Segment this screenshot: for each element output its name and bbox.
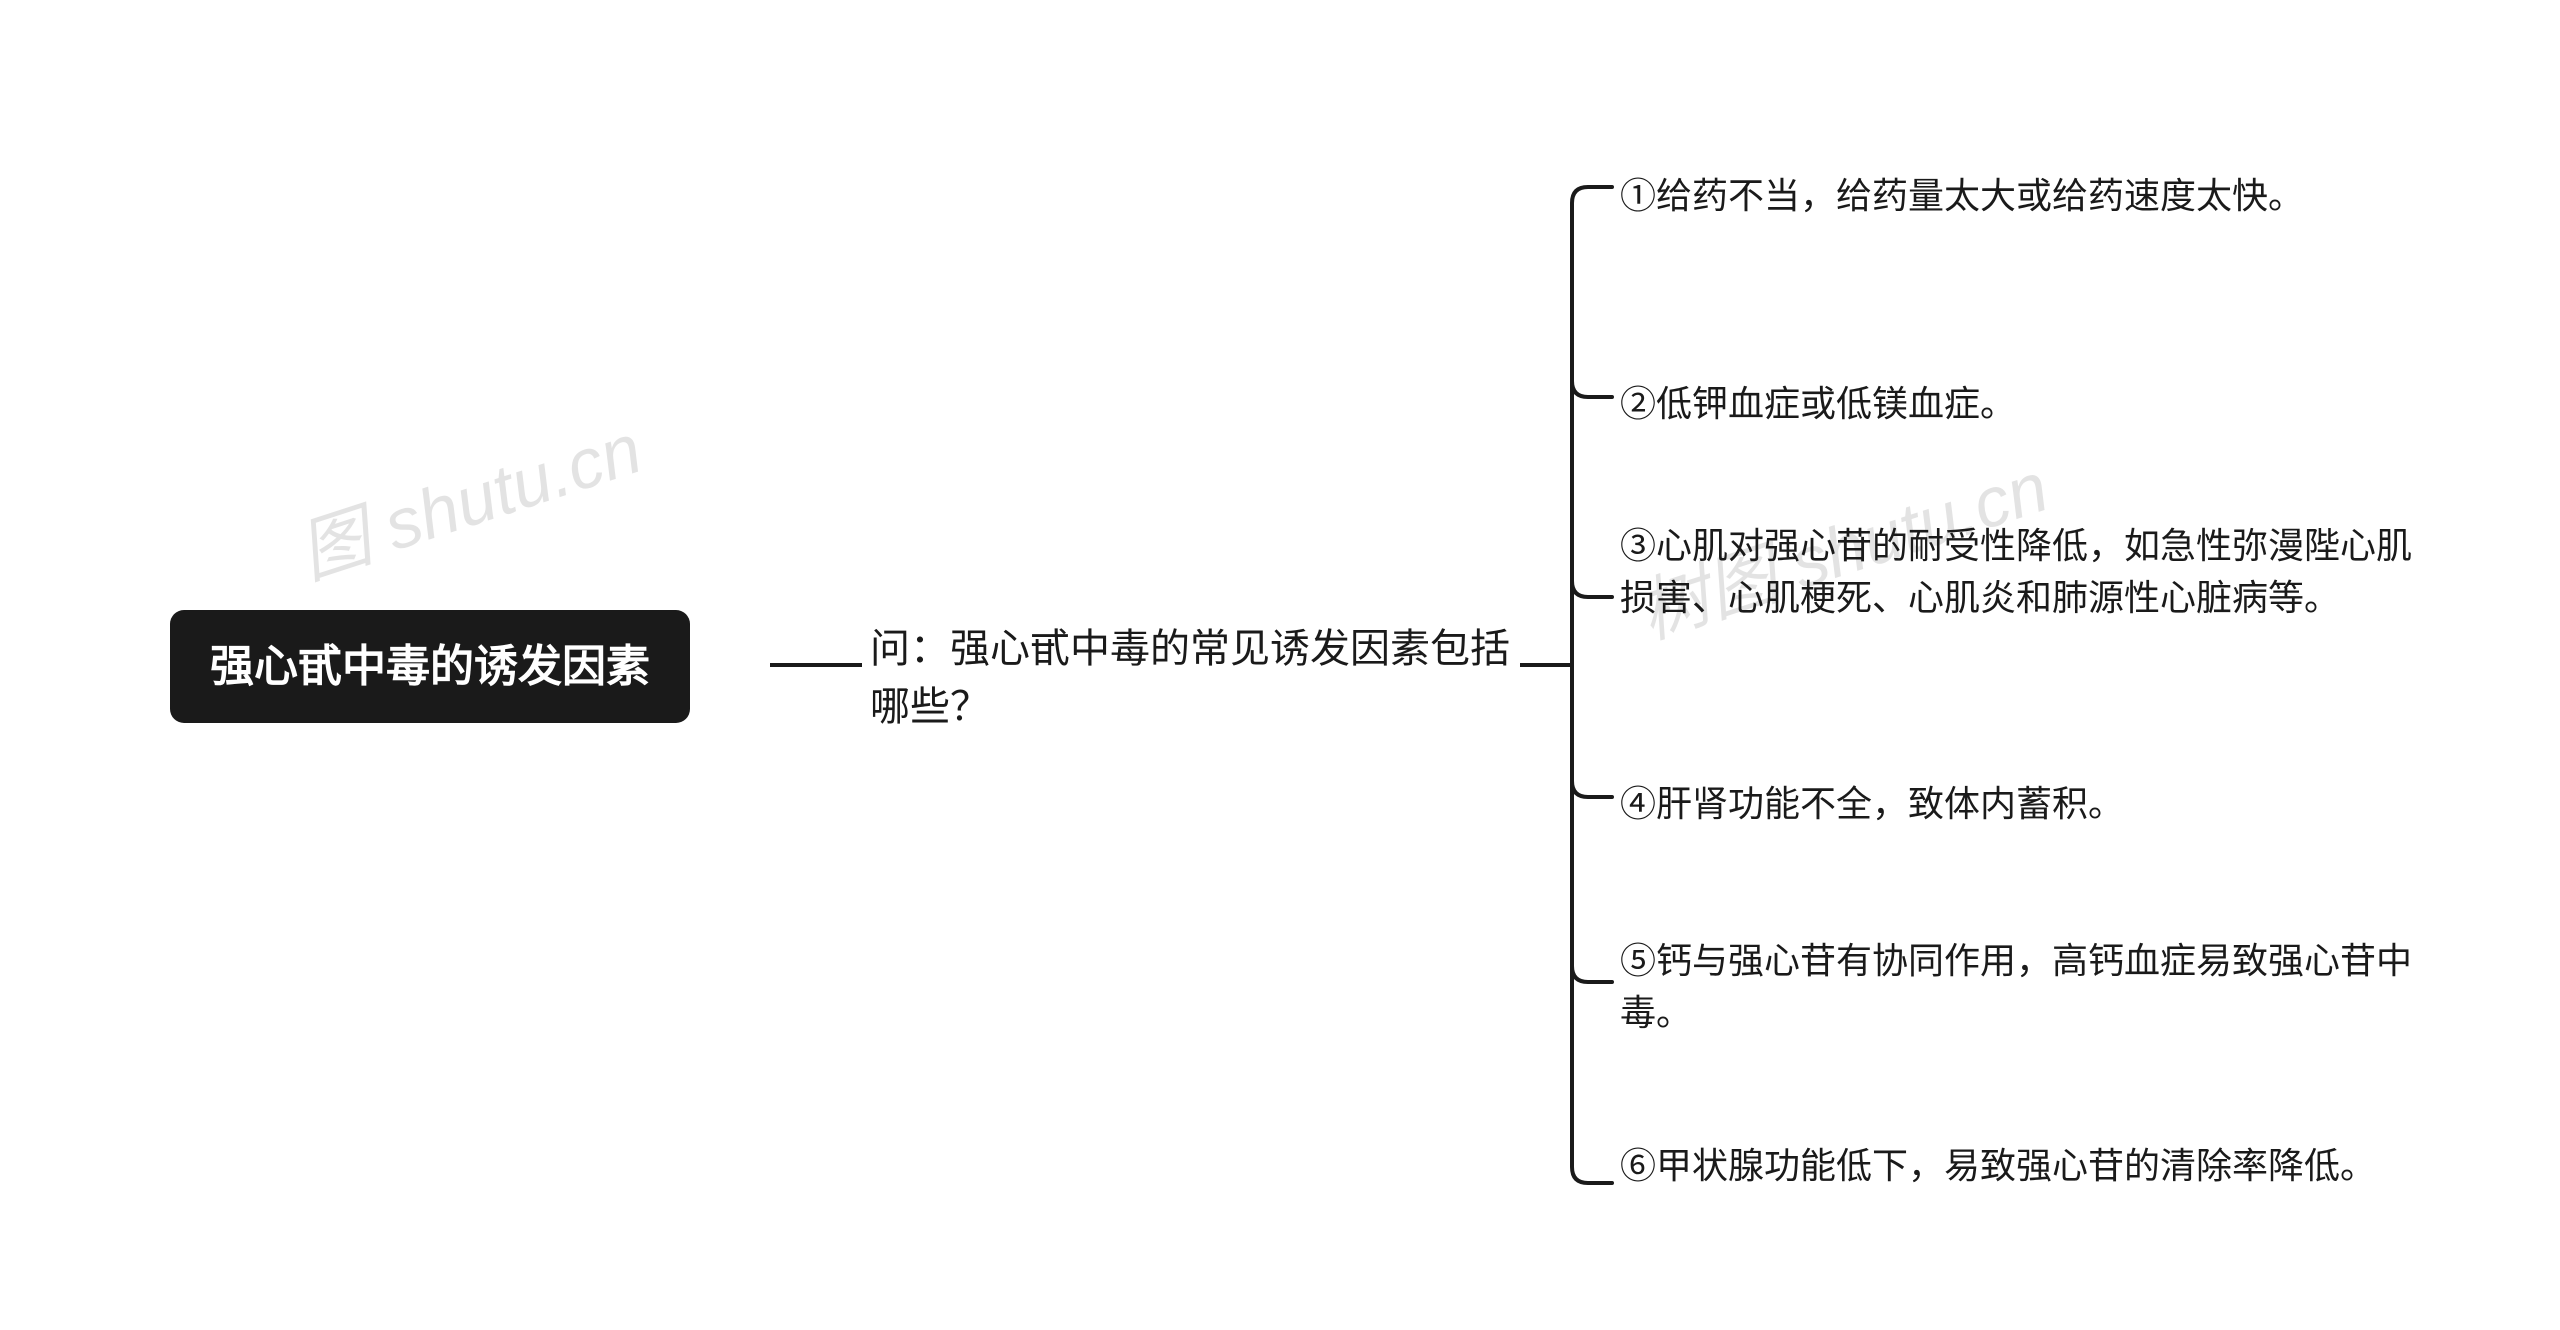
mindmap-canvas: 图 shutu.cn 树图 shutu.cn 强心甙中毒的诱发因素 问：强心甙中… <box>0 0 2560 1330</box>
leaf-node: ⑥甲状腺功能低下，易致强心苷的清除率降低。 <box>1620 1140 2420 1192</box>
leaf-node: ④肝肾功能不全，致体内蓄积。 <box>1620 778 2420 830</box>
question-node: 问：强心甙中毒的常见诱发因素包括哪些？ <box>870 620 1510 736</box>
leaf-node: ③心肌对强心苷的耐受性降低，如急性弥漫陛心肌损害、心肌梗死、心肌炎和肺源性心脏病… <box>1620 520 2420 624</box>
watermark: 图 shutu.cn <box>284 393 652 598</box>
leaf-node: ①给药不当，给药量太大或给药速度太快。 <box>1620 170 2420 222</box>
leaf-node: ②低钾血症或低镁血症。 <box>1620 378 2420 430</box>
connector-line <box>770 663 862 667</box>
connector-line <box>1520 663 1570 667</box>
bracket-connector <box>1570 185 1620 1195</box>
leaf-node: ⑤钙与强心苷有协同作用，高钙血症易致强心苷中毒。 <box>1620 935 2420 1039</box>
root-node: 强心甙中毒的诱发因素 <box>170 610 690 723</box>
